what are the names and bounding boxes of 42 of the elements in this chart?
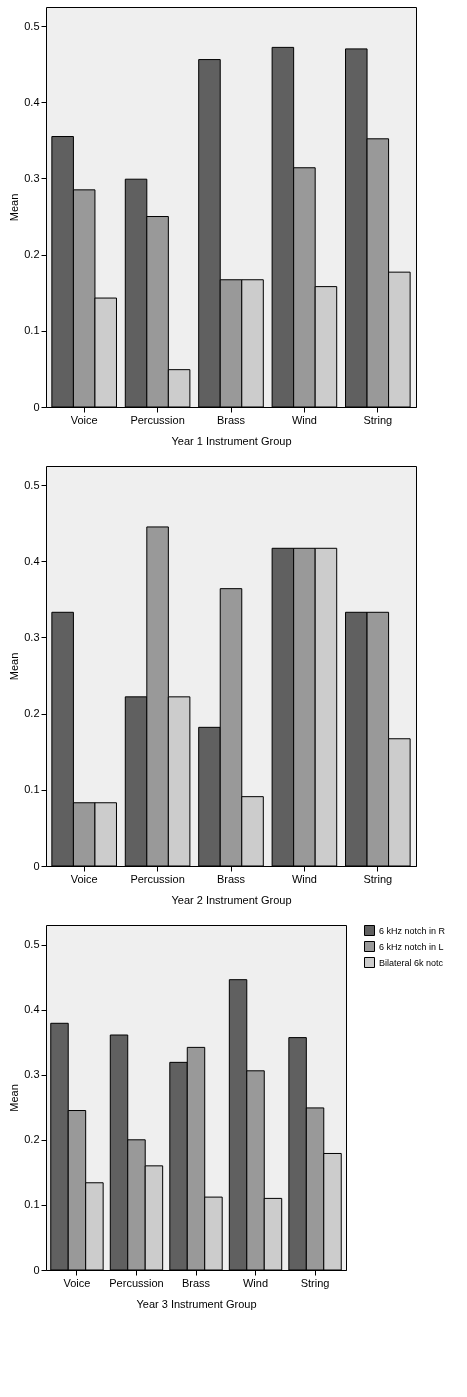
y-axis-title: Mean [8,193,21,222]
y-tick-label: 0 [33,859,40,872]
y-tick-label: 0.3 [24,1068,40,1081]
y-axis-title: Mean [8,1084,21,1112]
y-tick-label: 0.1 [24,1198,40,1211]
x-tick-label: Brass [216,872,246,885]
x-tick-label: Wind [242,1276,269,1289]
y-tick-label: 0.5 [24,19,40,32]
y-tick-label: 0 [33,1263,40,1276]
y-tick-label: 0 [33,400,40,413]
x-tick-label: Percussion [130,872,185,885]
x-tick-label: Voice [70,413,98,426]
x-axis-title: Year 3 Instrument Group [136,1297,257,1310]
y-tick-label: 0.5 [24,938,40,951]
x-tick-label: Voice [70,872,98,885]
x-tick-label: Wind [291,413,317,426]
y-tick-label: 0.4 [24,554,40,567]
y-tick-label: 0.2 [24,707,40,720]
legend-label: 6 kHz notch in R [379,925,446,936]
y-tick-label: 0.2 [24,248,40,261]
x-tick-label: Brass [216,413,246,426]
x-tick-label: Brass [181,1276,211,1289]
x-tick-label: Percussion [109,1276,164,1289]
x-tick-label: String [300,1276,330,1289]
x-axis-title: Year 1 Instrument Group [171,434,292,447]
y-tick-label: 0.3 [24,630,40,643]
x-tick-label: Percussion [130,413,185,426]
x-tick-label: String [363,413,393,426]
y-tick-label: 0.4 [24,1003,40,1016]
y-axis-title: Mean [8,652,21,681]
x-tick-label: Wind [291,872,317,885]
x-axis-title: Year 2 Instrument Group [171,893,292,906]
x-tick-label: String [363,872,393,885]
y-tick-label: 0.1 [24,783,40,796]
y-tick-label: 0.2 [24,1133,40,1146]
y-tick-label: 0.5 [24,478,40,491]
y-tick-label: 0.4 [24,95,40,108]
x-tick-label: Voice [63,1276,91,1289]
legend-label: Bilateral 6k notc [379,957,444,968]
y-tick-label: 0.3 [24,171,40,184]
y-tick-label: 0.1 [24,324,40,337]
legend-label: 6 kHz notch in L [379,941,444,952]
